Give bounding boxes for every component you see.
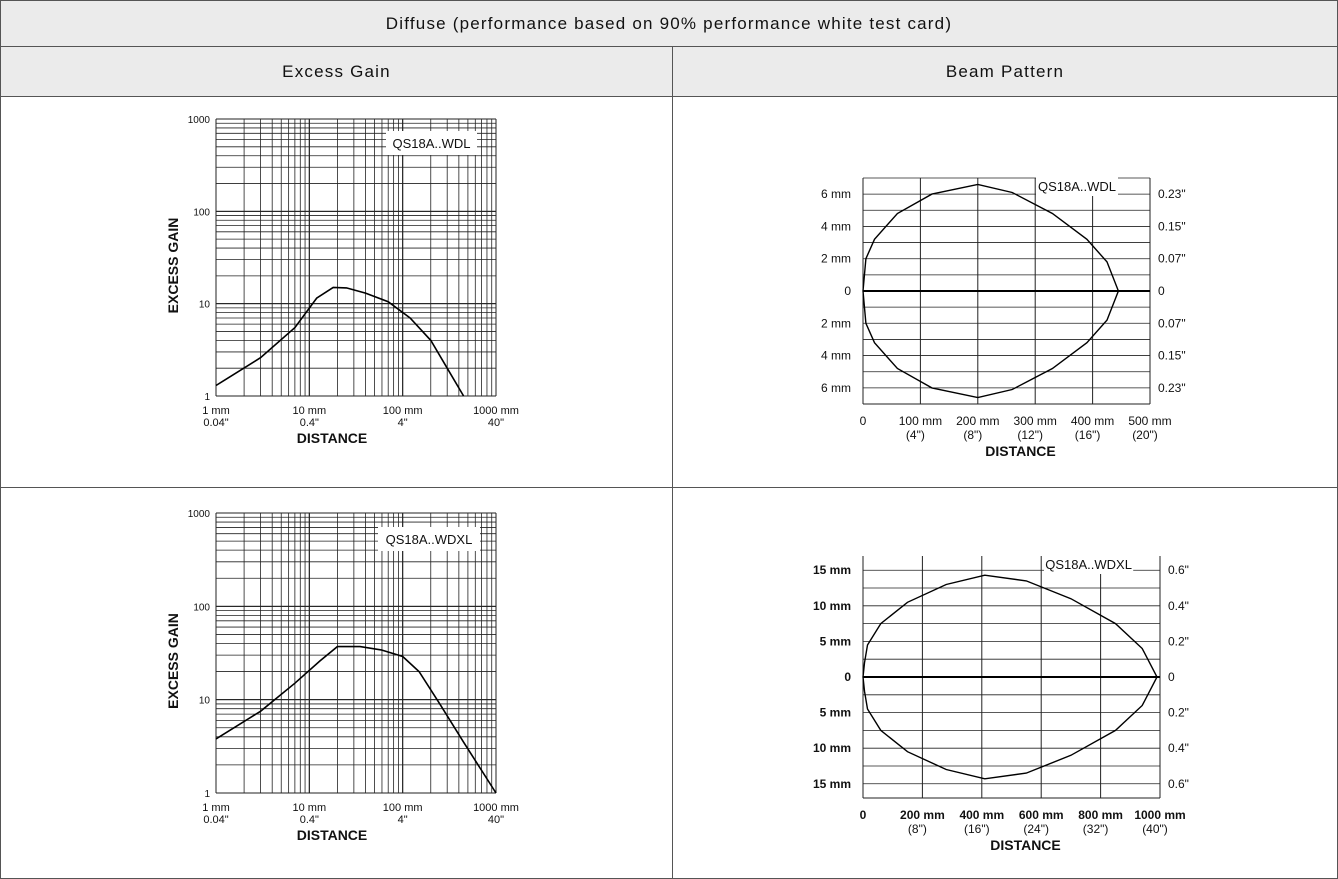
y-tick-label-left: 2 mm bbox=[821, 316, 851, 330]
y-tick-label: 1000 bbox=[188, 115, 211, 126]
y-tick-label-right: 0.15" bbox=[1158, 219, 1186, 233]
model-label: QS18A..WDL bbox=[1038, 179, 1116, 194]
model-label-box bbox=[378, 527, 480, 551]
y-axis-title: EXCESS GAIN bbox=[165, 218, 181, 314]
x-tick-label: 200 mm bbox=[900, 808, 945, 822]
x-tick-label-inches: (24") bbox=[1023, 822, 1049, 836]
x-axis-title: DISTANCE bbox=[985, 443, 1056, 459]
x-tick-label: 300 mm bbox=[1014, 414, 1057, 428]
beam-pattern-curve bbox=[862, 183, 1120, 399]
x-tick-label: 800 mm bbox=[1078, 808, 1123, 822]
y-tick-label-left: 6 mm bbox=[821, 187, 851, 201]
x-tick-label-inches: (8") bbox=[908, 822, 927, 836]
x-tick-label-inches: (12") bbox=[1017, 428, 1043, 442]
y-tick-label-left: 6 mm bbox=[821, 381, 851, 395]
y-tick-label: 1 bbox=[204, 392, 210, 403]
x-tick-label-inches: (20") bbox=[1132, 428, 1158, 442]
y-tick-label-left: 5 mm bbox=[820, 634, 851, 648]
y-tick-label-right: 0.07" bbox=[1158, 316, 1186, 330]
x-tick-label: 400 mm bbox=[959, 808, 1004, 822]
x-tick-label: 400 mm bbox=[1071, 414, 1114, 428]
model-label-box bbox=[1036, 176, 1118, 196]
x-axis-title: DISTANCE bbox=[297, 827, 368, 843]
column-header-beam-pattern: Beam Pattern bbox=[672, 46, 1338, 97]
table-title: Diffuse (performance based on 90% perfor… bbox=[0, 0, 1338, 47]
x-tick-label: 0.04" bbox=[203, 417, 228, 429]
y-tick-label-left: 4 mm bbox=[821, 349, 851, 363]
y-tick-label-left: 10 mm bbox=[813, 741, 851, 755]
y-tick-label-left: 0 bbox=[844, 284, 851, 298]
x-tick-label: 600 mm bbox=[1019, 808, 1064, 822]
y-tick-label-left: 4 mm bbox=[821, 219, 851, 233]
excess-gain-curve bbox=[215, 286, 465, 397]
x-tick-label: 1 mm bbox=[202, 802, 230, 814]
x-tick-label-inches: (8") bbox=[963, 428, 982, 442]
y-tick-label: 10 bbox=[199, 300, 211, 311]
y-tick-label-right: 0 bbox=[1158, 284, 1165, 298]
beam-pattern-curve bbox=[862, 574, 1158, 780]
y-tick-label-right: 0.6" bbox=[1168, 563, 1189, 577]
y-tick-label: 10 bbox=[199, 696, 211, 707]
x-tick-label: 10 mm bbox=[293, 405, 327, 417]
model-label-box bbox=[1044, 554, 1134, 574]
x-tick-label: 100 mm bbox=[899, 414, 942, 428]
x-tick-label: 200 mm bbox=[956, 414, 999, 428]
x-tick-label-inches: (4") bbox=[906, 428, 925, 442]
y-tick-label-right: 0.4" bbox=[1168, 599, 1189, 613]
model-label: QS18A..WDXL bbox=[386, 532, 473, 547]
x-tick-label: 4" bbox=[398, 814, 408, 826]
x-axis-title: DISTANCE bbox=[990, 837, 1061, 853]
cell-beam-wdxl bbox=[672, 487, 1338, 879]
y-tick-label-right: 0.23" bbox=[1158, 187, 1186, 201]
y-tick-label-right: 0.4" bbox=[1168, 741, 1189, 755]
x-tick-label-inches: (40") bbox=[1142, 822, 1168, 836]
x-tick-label: 0.04" bbox=[203, 814, 228, 826]
y-tick-label-left: 15 mm bbox=[813, 563, 851, 577]
y-tick-label-right: 0.15" bbox=[1158, 349, 1186, 363]
y-tick-label-right: 0 bbox=[1168, 670, 1175, 684]
y-tick-label-right: 0.2" bbox=[1168, 634, 1189, 648]
model-label-box bbox=[386, 131, 477, 155]
x-tick-label: 0 bbox=[860, 808, 867, 822]
x-tick-label: 500 mm bbox=[1128, 414, 1171, 428]
y-tick-label-left: 10 mm bbox=[813, 599, 851, 613]
y-axis-title: EXCESS GAIN bbox=[165, 613, 181, 709]
y-tick-label-left: 5 mm bbox=[820, 706, 851, 720]
y-tick-label-left: 2 mm bbox=[821, 252, 851, 266]
x-tick-label-inches: (32") bbox=[1083, 822, 1109, 836]
x-tick-label-inches: (16") bbox=[1075, 428, 1101, 442]
y-tick-label-right: 0.2" bbox=[1168, 706, 1189, 720]
x-tick-label-inches: (16") bbox=[964, 822, 990, 836]
excess-gain-curve bbox=[215, 645, 497, 794]
y-tick-label: 1000 bbox=[188, 509, 211, 520]
x-tick-label: 100 mm bbox=[383, 405, 423, 417]
x-tick-label: 40" bbox=[488, 814, 504, 826]
y-tick-label-right: 0.6" bbox=[1168, 777, 1189, 791]
x-tick-label: 100 mm bbox=[383, 802, 423, 814]
x-tick-label: 0 bbox=[860, 414, 867, 428]
y-tick-label-right: 0.07" bbox=[1158, 252, 1186, 266]
x-axis-title: DISTANCE bbox=[297, 430, 368, 446]
y-tick-label: 100 bbox=[193, 207, 210, 218]
y-tick-label: 1 bbox=[204, 789, 210, 800]
x-tick-label: 1000 mm bbox=[473, 405, 519, 417]
y-tick-label: 100 bbox=[193, 602, 210, 613]
y-tick-label-left: 0 bbox=[844, 670, 851, 684]
x-tick-label: 10 mm bbox=[293, 802, 327, 814]
x-tick-label: 0.4" bbox=[300, 814, 319, 826]
model-label: QS18A..WDXL bbox=[1045, 557, 1132, 572]
x-tick-label: 1000 mm bbox=[473, 802, 519, 814]
x-tick-label: 1000 mm bbox=[1134, 808, 1185, 822]
x-tick-label: 40" bbox=[488, 417, 504, 429]
x-tick-label: 0.4" bbox=[300, 417, 319, 429]
x-tick-label: 4" bbox=[398, 417, 408, 429]
y-tick-label-right: 0.23" bbox=[1158, 381, 1186, 395]
model-label: QS18A..WDL bbox=[392, 136, 470, 151]
y-tick-label-left: 15 mm bbox=[813, 777, 851, 791]
x-tick-label: 1 mm bbox=[202, 405, 230, 417]
